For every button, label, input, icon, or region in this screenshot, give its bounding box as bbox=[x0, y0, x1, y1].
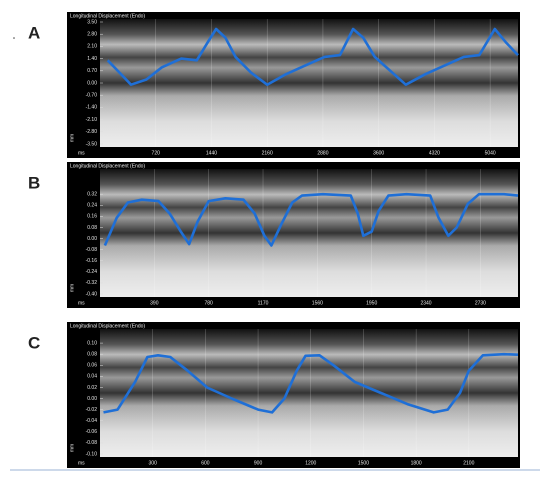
x-tick-label: 1500 bbox=[358, 460, 369, 466]
x-axis-label: ms bbox=[78, 460, 85, 466]
x-tick-label: 3600 bbox=[373, 150, 384, 156]
dot bbox=[13, 37, 15, 39]
y-tick-label: 0.16 bbox=[87, 214, 97, 220]
x-tick-label: 720 bbox=[152, 150, 161, 156]
panel-letter: A bbox=[28, 23, 40, 42]
x-tick-label: 1170 bbox=[258, 300, 269, 306]
y-tick-label: -0.08 bbox=[86, 247, 98, 253]
y-tick-label: -0.70 bbox=[86, 93, 98, 99]
x-tick-label: 2880 bbox=[317, 150, 328, 156]
panel-title: Longitudinal Displacement (Endo) bbox=[70, 163, 145, 169]
y-axis-label: mm bbox=[69, 134, 75, 142]
y-tick-label: 2.10 bbox=[87, 44, 97, 50]
x-tick-label: 1950 bbox=[366, 300, 377, 306]
y-tick-label: 1.40 bbox=[87, 56, 97, 62]
x-tick-label: 1800 bbox=[411, 460, 422, 466]
y-tick-label: 0.00 bbox=[87, 80, 97, 86]
panel-title: Longitudinal Displacement (Endo) bbox=[70, 13, 145, 19]
y-tick-label: 0.00 bbox=[87, 396, 97, 402]
displacement-curve bbox=[103, 352, 519, 414]
y-tick-label: 0.04 bbox=[87, 374, 97, 380]
panel-title: Longitudinal Displacement (Endo) bbox=[70, 323, 145, 329]
x-tick-label: 2730 bbox=[475, 300, 486, 306]
x-tick-label: 2340 bbox=[420, 300, 431, 306]
y-tick-label: 0.70 bbox=[87, 68, 97, 74]
y-tick-label: -0.32 bbox=[86, 280, 98, 286]
x-tick-label: 4320 bbox=[429, 150, 440, 156]
ultrasound-image bbox=[100, 329, 518, 457]
x-tick-label: 2100 bbox=[463, 460, 474, 466]
y-tick-label: 3.50 bbox=[87, 19, 97, 25]
x-tick-label: 2160 bbox=[262, 150, 273, 156]
y-tick-label: -2.80 bbox=[86, 129, 98, 135]
x-tick-label: 900 bbox=[254, 460, 263, 466]
x-tick-label: 390 bbox=[150, 300, 159, 306]
y-tick-label: -3.50 bbox=[86, 141, 98, 147]
ultrasound-image bbox=[100, 169, 518, 297]
y-tick-label: -0.16 bbox=[86, 258, 98, 264]
y-tick-label: 0.10 bbox=[87, 340, 97, 346]
y-axis-label: mm bbox=[69, 284, 75, 292]
displacement-curve bbox=[103, 192, 519, 247]
x-tick-label: 5040 bbox=[485, 150, 496, 156]
y-tick-label: 0.08 bbox=[87, 352, 97, 358]
y-tick-label: 2.80 bbox=[87, 32, 97, 38]
x-tick-label: 780 bbox=[205, 300, 214, 306]
y-tick-label: -0.06 bbox=[86, 429, 98, 435]
y-tick-label: -1.40 bbox=[86, 105, 98, 111]
y-tick-label: -0.08 bbox=[86, 440, 98, 446]
y-tick-label: -0.02 bbox=[86, 407, 98, 413]
y-tick-label: -0.40 bbox=[86, 291, 98, 297]
x-tick-label: 600 bbox=[201, 460, 210, 466]
y-tick-label: 0.06 bbox=[87, 363, 97, 369]
y-tick-label: 0.08 bbox=[87, 225, 97, 231]
x-tick-label: 1560 bbox=[312, 300, 323, 306]
y-tick-label: -0.24 bbox=[86, 269, 98, 275]
y-axis-label: mm bbox=[69, 444, 75, 452]
x-axis-label: ms bbox=[78, 300, 85, 306]
ultrasound-image bbox=[100, 19, 518, 147]
x-tick-label: 300 bbox=[149, 460, 158, 466]
y-tick-label: 0.02 bbox=[87, 385, 97, 391]
y-tick-label: 0.00 bbox=[87, 236, 97, 242]
panel-letter: B bbox=[28, 173, 40, 192]
y-tick-label: 0.24 bbox=[87, 203, 97, 209]
y-tick-label: -2.10 bbox=[86, 117, 98, 123]
x-tick-label: 1200 bbox=[305, 460, 316, 466]
x-axis-label: ms bbox=[78, 150, 85, 156]
x-tick-label: 1440 bbox=[206, 150, 217, 156]
y-tick-label: -0.10 bbox=[86, 451, 98, 457]
y-tick-label: -0.04 bbox=[86, 418, 98, 424]
panel-letter: C bbox=[28, 333, 40, 352]
displacement-curve bbox=[106, 27, 519, 86]
y-tick-label: 0.32 bbox=[87, 192, 97, 198]
